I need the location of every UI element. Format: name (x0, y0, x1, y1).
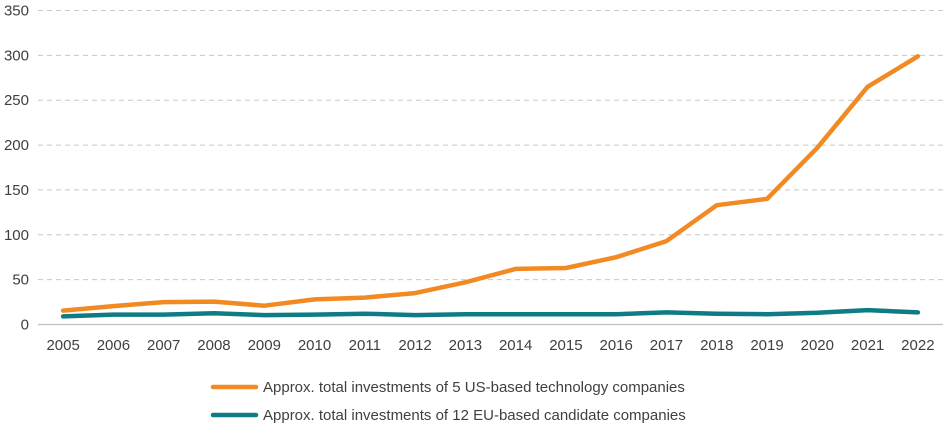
x-tick-label: 2021 (851, 337, 884, 354)
series-line-us (60, 54, 921, 313)
x-tick-label: 2019 (750, 337, 783, 354)
x-tick-label: 2014 (499, 337, 532, 354)
x-tick-label: 2011 (349, 337, 381, 354)
x-tick-label: 2018 (700, 337, 733, 354)
legend-label-us: Approx. total investments of 5 US-based … (263, 379, 685, 396)
x-tick-label: 2008 (197, 337, 230, 354)
x-tick-label: 2017 (650, 337, 683, 354)
legend: Approx. total investments of 5 US-based … (210, 379, 686, 424)
y-tick-label: 250 (4, 92, 29, 109)
y-tick-label: 200 (4, 137, 29, 154)
legend-label-eu: Approx. total investments of 12 EU-based… (263, 407, 686, 424)
x-tick-label: 2010 (298, 337, 331, 354)
gridlines (38, 10, 943, 281)
legend-item-us[interactable]: Approx. total investments of 5 US-based … (210, 379, 685, 396)
x-tick-label: 2007 (147, 337, 180, 354)
series-lines (60, 54, 921, 319)
x-tick-label: 2020 (801, 337, 834, 354)
y-tick-label: 0 (21, 317, 29, 334)
legend-item-eu[interactable]: Approx. total investments of 12 EU-based… (210, 407, 686, 424)
x-tick-label: 2006 (97, 337, 130, 354)
y-tick-label: 150 (4, 182, 29, 199)
y-axis-ticks: 0 50 100 150 200 250 300 350 (4, 3, 29, 334)
y-tick-label: 100 (4, 227, 29, 244)
x-tick-label: 2022 (901, 337, 934, 354)
x-tick-label: 2005 (46, 337, 79, 354)
y-tick-label: 50 (12, 272, 29, 289)
series-line-eu (60, 307, 921, 319)
x-axis-ticks: 2005 2006 2007 2008 2009 2010 2011 2012 2013 2014… (46, 337, 934, 354)
y-tick-label: 300 (4, 47, 29, 64)
y-tick-label: 350 (4, 3, 29, 20)
x-tick-label: 2012 (398, 337, 431, 354)
x-tick-label: 2009 (248, 337, 281, 354)
x-tick-label: 2013 (449, 337, 482, 354)
x-tick-label: 2015 (549, 337, 582, 354)
x-tick-label: 2016 (600, 337, 633, 354)
